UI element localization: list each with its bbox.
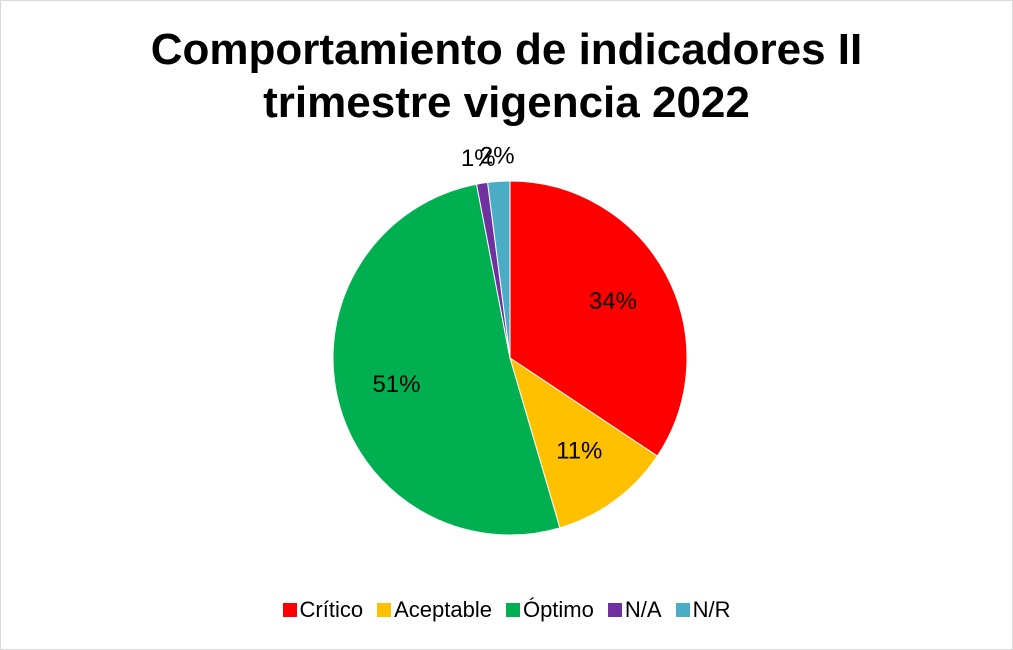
data-label: 51% xyxy=(372,371,420,398)
data-label: 34% xyxy=(589,288,637,315)
legend-item: Óptimo xyxy=(505,597,594,623)
legend-label: N/R xyxy=(692,597,731,622)
legend-swatch xyxy=(675,603,690,617)
legend-swatch xyxy=(282,603,297,617)
data-label: 11% xyxy=(556,437,602,464)
pie-slice xyxy=(487,180,511,359)
legend-label: Aceptable xyxy=(394,597,492,622)
chart-title: Comportamiento de indicadores II trimest… xyxy=(150,25,863,127)
legend-item: Aceptable xyxy=(377,597,492,623)
legend-item: N/R xyxy=(675,597,731,623)
data-label: 2% xyxy=(480,143,515,170)
legend-item: N/A xyxy=(607,597,662,623)
data-label: 1% xyxy=(461,145,496,172)
legend-swatch xyxy=(505,603,520,617)
pie-slice xyxy=(332,183,561,536)
legend-label: N/A xyxy=(624,597,662,622)
legend-label: Crítico xyxy=(299,597,364,622)
legend-item: Crítico xyxy=(282,597,364,623)
legend-label: Óptimo xyxy=(522,597,594,622)
legend: Crítico Aceptable Óptimo N/A N/R xyxy=(1,597,1012,623)
pie-slice xyxy=(509,356,659,529)
legend-swatch xyxy=(607,603,622,617)
legend-swatch xyxy=(377,603,392,617)
